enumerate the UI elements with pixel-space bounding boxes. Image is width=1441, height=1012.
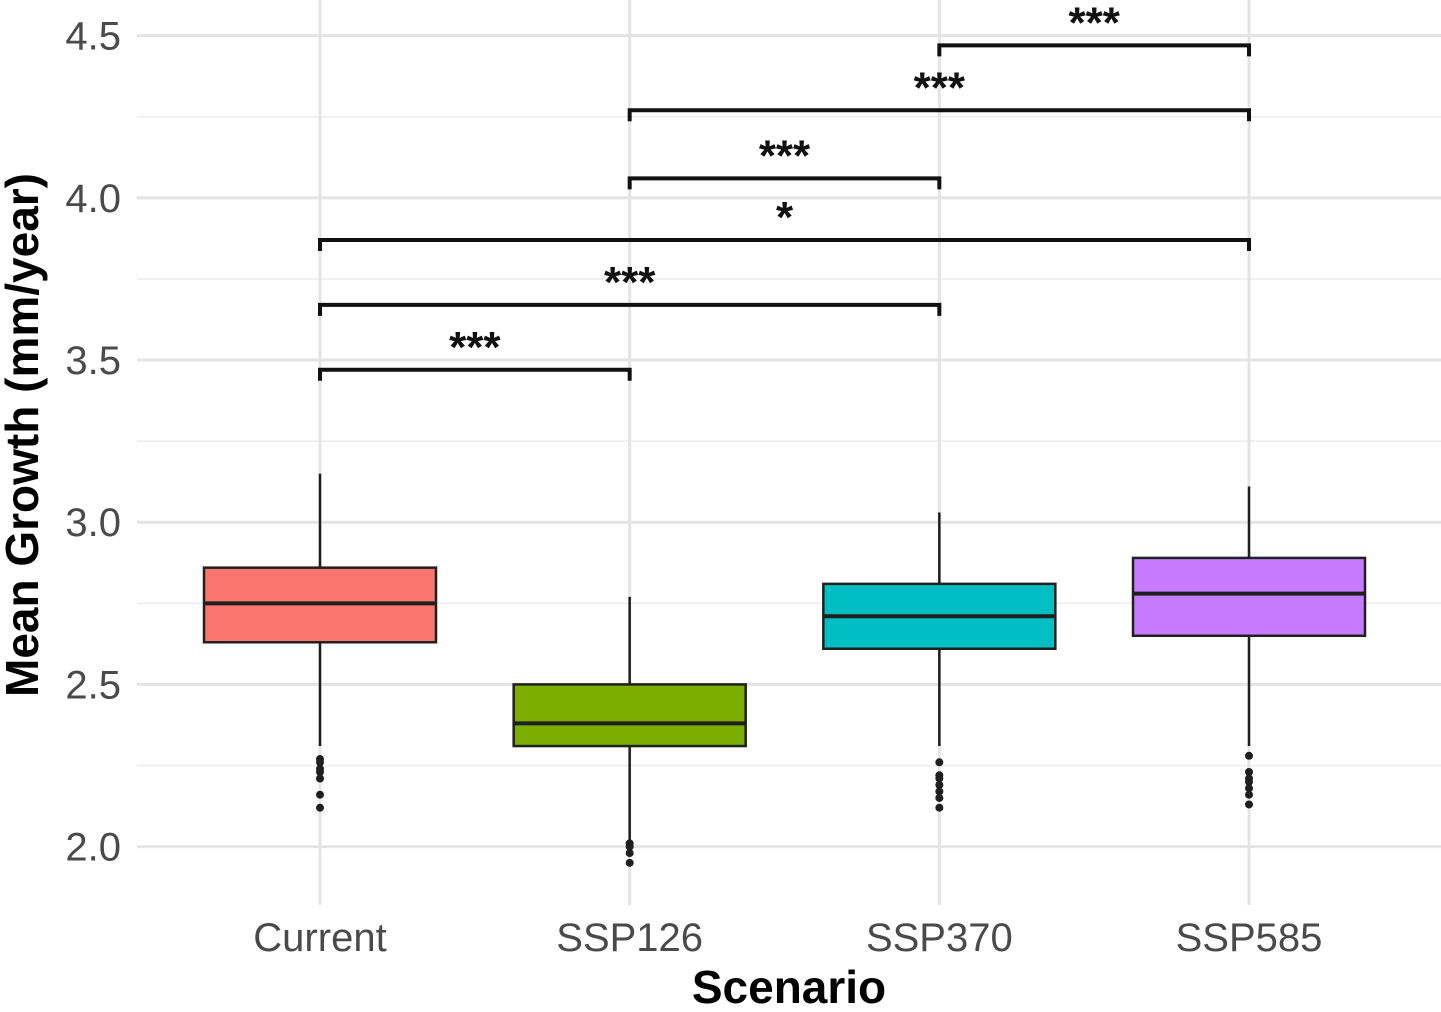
bracket-line [318, 238, 1252, 252]
y-tick-label: 4.5 [65, 15, 121, 59]
outlier-dot [316, 768, 324, 777]
significance-bracket: *** [627, 63, 1252, 122]
outlier-dot [1245, 784, 1254, 793]
outlier-dot [935, 774, 944, 783]
outlier-dot [316, 774, 324, 783]
outlier-dot [316, 803, 324, 812]
iqr-box [512, 683, 747, 748]
significance-label: * [776, 193, 794, 242]
outlier-dot [316, 790, 324, 799]
outlier-dot [1245, 768, 1254, 777]
bracket-line [627, 108, 1252, 122]
outlier-dot [935, 793, 944, 802]
bracket-line [937, 43, 1252, 57]
outlier-dot [935, 803, 944, 812]
y-tick-label: 2.0 [65, 826, 121, 870]
significance-label: *** [604, 258, 656, 307]
y-tick-label: 3.5 [65, 339, 121, 383]
significance-bracket: *** [937, 0, 1252, 57]
outlier-dot [625, 849, 634, 858]
outlier-dot [1245, 790, 1254, 799]
x-axis-title: Scenario [692, 961, 886, 1012]
iqr-box [1131, 556, 1367, 638]
outlier-dot [1245, 751, 1254, 760]
axis-tick-label-layer: 2.0 2.5 3.0 3.5 4.0 4.5 Current SSP126 SSP370 SSP… [65, 15, 1322, 960]
box-Current [202, 473, 438, 812]
bracket-line [318, 367, 632, 381]
significance-label: *** [759, 131, 811, 180]
box-SSP126 [512, 596, 747, 867]
outlier-dot [935, 780, 944, 789]
x-tick-label: SSP126 [556, 916, 703, 960]
box-layer [202, 473, 1367, 867]
outlier-dot [1245, 777, 1254, 786]
significance-label: *** [1068, 0, 1120, 47]
y-tick-label: 4.0 [65, 177, 121, 221]
bracket-line [318, 302, 942, 316]
outlier-dot [935, 787, 944, 796]
box-SSP585 [1131, 486, 1367, 809]
significance-bracket: * [318, 193, 1252, 252]
significance-bracket: *** [318, 323, 632, 381]
outlier-dot [935, 758, 944, 767]
x-tick-label: SSP585 [1176, 916, 1323, 960]
x-tick-label: SSP370 [866, 916, 1013, 960]
outlier-dot [1245, 800, 1254, 809]
significance-label: *** [914, 63, 966, 112]
y-tick-label: 2.5 [65, 663, 121, 707]
x-tick-label: Current [253, 916, 386, 960]
outlier-dot [625, 842, 634, 851]
significance-bracket: *** [627, 131, 942, 190]
significance-bracket: *** [318, 258, 942, 316]
y-tick-label: 3.0 [65, 501, 121, 545]
significance-bracket-layer: **************** [318, 0, 1252, 381]
outlier-dot [625, 858, 634, 867]
significance-label: *** [449, 323, 501, 372]
outlier-dot [316, 758, 324, 767]
bracket-line [627, 176, 942, 190]
box-SSP370 [822, 512, 1057, 812]
y-axis-title: Mean Growth (mm/year) [0, 173, 48, 697]
